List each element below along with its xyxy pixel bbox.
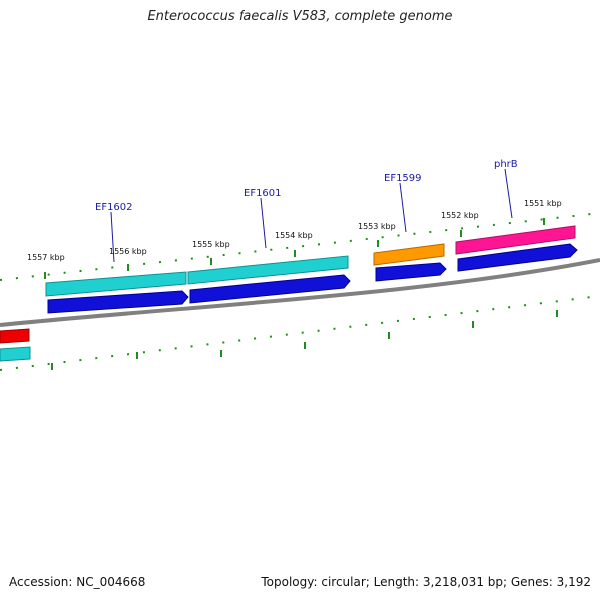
gene-label-phrb[interactable]: phrB bbox=[494, 159, 518, 170]
major-ticks bbox=[44, 218, 558, 370]
gene-ef1599[interactable] bbox=[373, 243, 445, 266]
genome-backbone bbox=[0, 258, 600, 327]
label-leaders bbox=[110, 168, 513, 263]
cds-ef1602[interactable] bbox=[47, 290, 189, 314]
tick-label-1552: 1552 kbp bbox=[441, 211, 479, 220]
tick-label-1554: 1554 kbp bbox=[275, 231, 313, 240]
genome-stats: Topology: circular; Length: 3,218,031 bp… bbox=[261, 575, 591, 589]
cds-phrb[interactable] bbox=[457, 243, 578, 272]
cds-ef1601[interactable] bbox=[189, 274, 351, 304]
gene-phrb[interactable] bbox=[455, 225, 576, 255]
gene-label-ef1599[interactable]: EF1599 bbox=[384, 173, 422, 184]
tick-label-1553: 1553 kbp bbox=[358, 222, 396, 231]
accession-label: Accession: NC_004668 bbox=[9, 575, 146, 589]
tick-labels: 1557 kbp 1556 kbp 1555 kbp 1554 kbp 1553… bbox=[27, 199, 562, 262]
gene-left-cyan bbox=[0, 346, 31, 362]
gene-label-ef1601[interactable]: EF1601 bbox=[244, 188, 282, 199]
gene-left-red bbox=[0, 328, 30, 344]
cds-ef1599[interactable] bbox=[375, 262, 447, 282]
tick-label-1555: 1555 kbp bbox=[192, 240, 230, 249]
gene-ef1601[interactable] bbox=[187, 255, 349, 285]
tick-label-1557: 1557 kbp bbox=[27, 253, 65, 262]
map-title: Enterococcus faecalis V583, complete gen… bbox=[147, 9, 453, 24]
gene-label-ef1602[interactable]: EF1602 bbox=[95, 202, 133, 213]
gene-labels: EF1602 EF1601 EF1599 phrB bbox=[95, 159, 518, 213]
cds-features bbox=[47, 243, 578, 314]
tick-label-1551: 1551 kbp bbox=[524, 199, 562, 208]
gene-features bbox=[0, 225, 576, 362]
tick-label-1556: 1556 kbp bbox=[109, 247, 147, 256]
gene-ef1602[interactable] bbox=[45, 271, 187, 297]
